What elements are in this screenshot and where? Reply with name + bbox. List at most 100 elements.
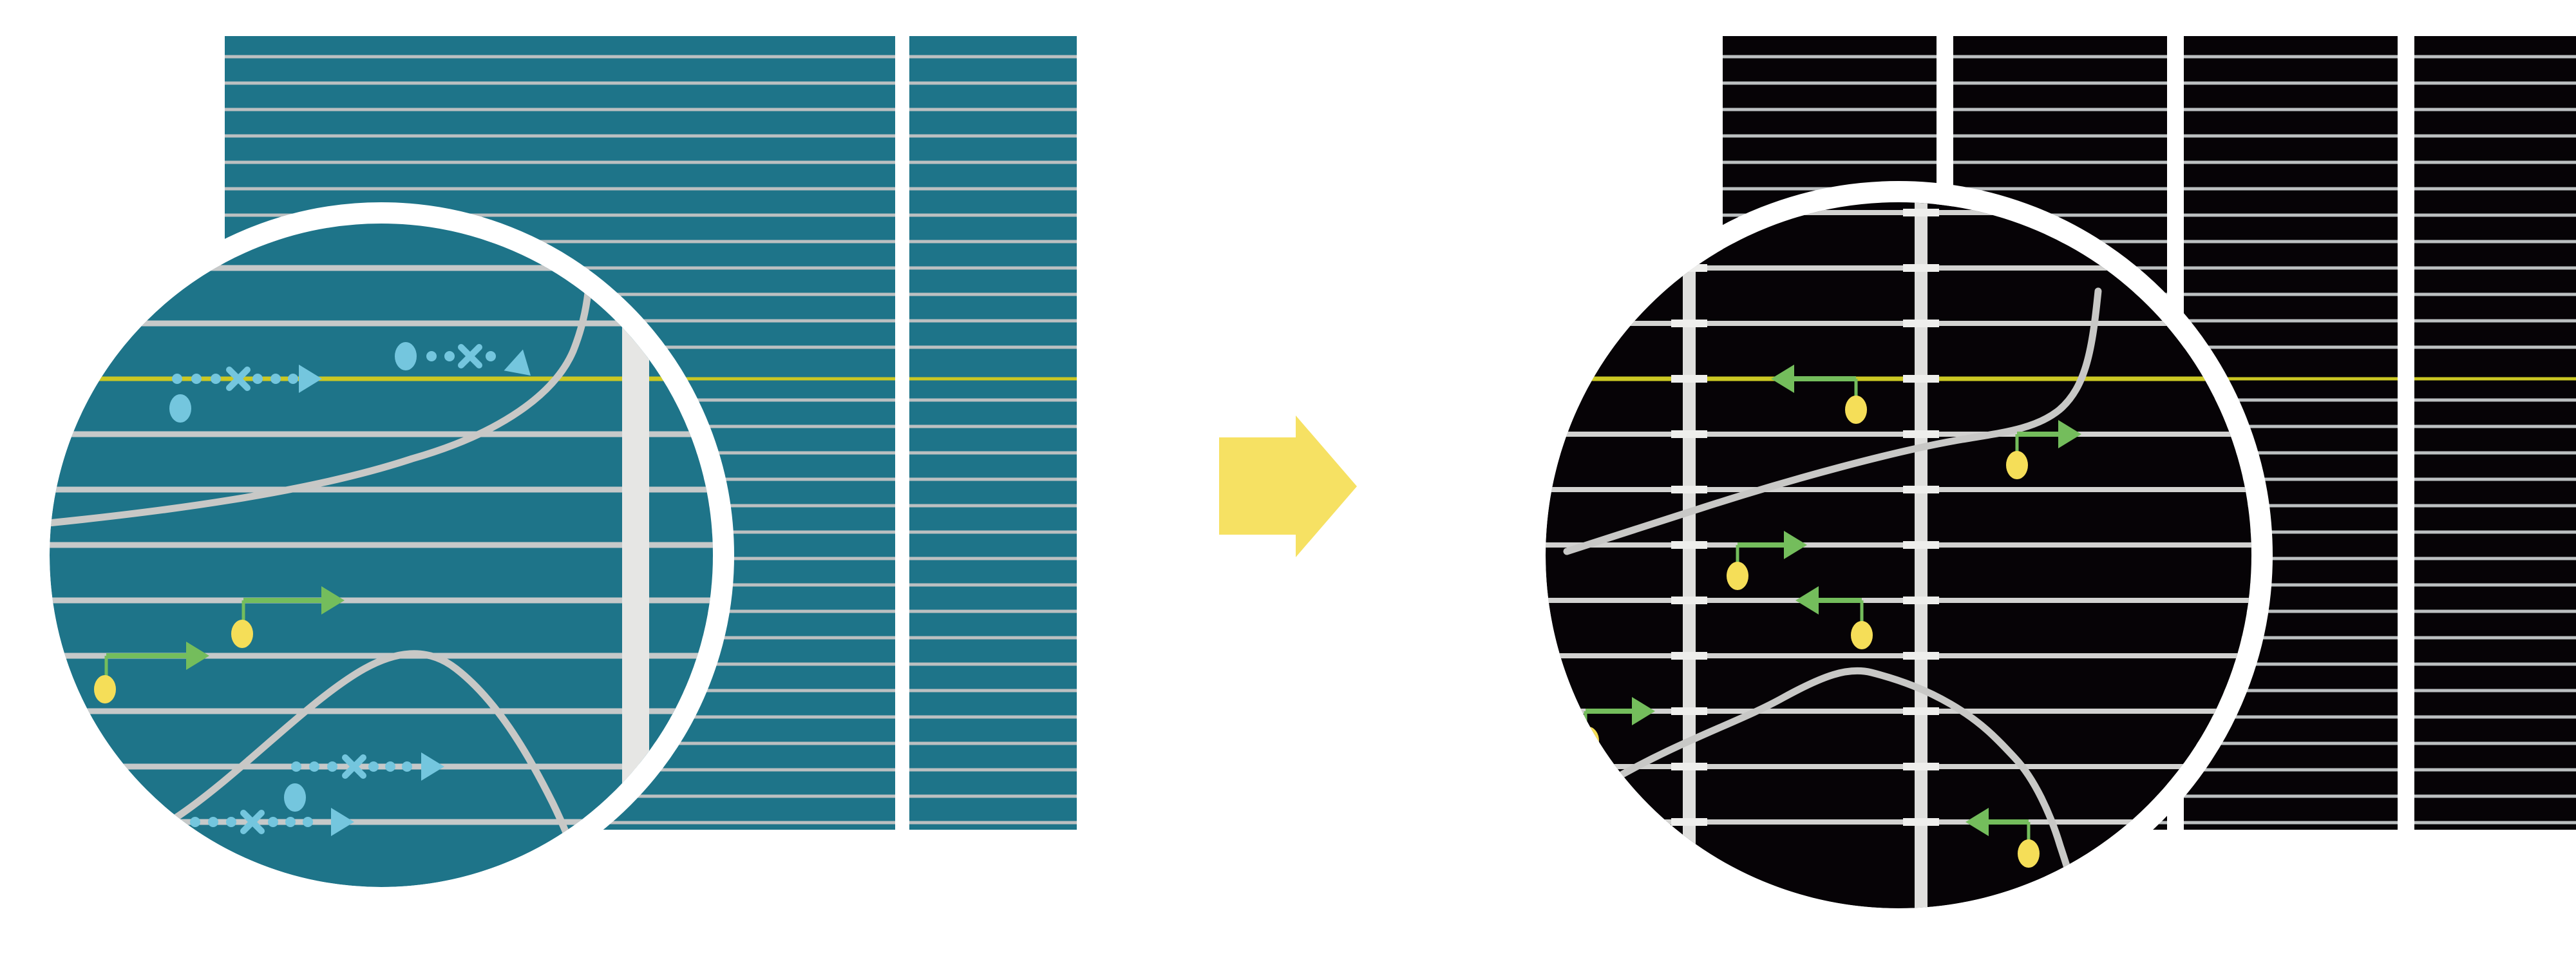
finger-line xyxy=(909,240,1077,244)
finger-line xyxy=(909,609,1077,613)
blocked-x-icon xyxy=(342,754,366,779)
finger-line xyxy=(1723,55,1937,59)
finger-line xyxy=(2184,689,2398,692)
finger-line xyxy=(2184,530,2398,534)
defect-source-dot xyxy=(169,394,191,423)
defect-source-dot xyxy=(395,342,417,370)
grain-boundary-curve xyxy=(1605,667,2077,890)
finger-line xyxy=(2184,821,2398,825)
finger-line xyxy=(2184,292,2398,296)
busbar-solder-pad xyxy=(1671,320,1707,327)
magnified-cell-body xyxy=(1546,202,2251,908)
finger-line xyxy=(909,55,1077,59)
finger-line xyxy=(909,557,1077,560)
finger-line xyxy=(2184,794,2398,798)
magnified-finger-line xyxy=(50,542,713,548)
busbar-solder-pad xyxy=(1903,818,1939,826)
dotted-path-dot xyxy=(172,374,182,384)
busbar-solder-pad xyxy=(1903,597,1939,604)
blocked-x-icon xyxy=(226,367,251,391)
carrier-arrowhead-icon xyxy=(1965,808,1989,836)
finger-line xyxy=(909,504,1077,508)
finger-line xyxy=(2414,636,2576,640)
finger-line xyxy=(2414,715,2576,719)
finger-line xyxy=(909,636,1077,640)
magnified-finger-line xyxy=(1546,265,2251,271)
finger-line xyxy=(1953,160,2167,164)
finger-line xyxy=(2414,55,2576,59)
carrier-dot xyxy=(2006,451,2028,479)
finger-line xyxy=(2414,398,2576,402)
carrier-dot xyxy=(1851,621,1873,649)
finger-line xyxy=(2414,160,2576,164)
magnified-finger-line xyxy=(1546,653,2251,658)
defect-source-dot xyxy=(284,783,306,812)
magnified-cell-view xyxy=(1546,202,2251,908)
finger-line xyxy=(909,530,1077,534)
busbar-solder-pad xyxy=(1903,652,1939,660)
busbar-solder-pad xyxy=(1903,763,1939,770)
finger-line xyxy=(909,451,1077,455)
busbar-solder-pad xyxy=(1671,652,1707,660)
dotted-path-dot xyxy=(252,374,263,384)
dotted-path-dot xyxy=(309,761,319,772)
blocked-defect-path xyxy=(284,752,444,812)
magnifier-ring xyxy=(1524,181,2273,930)
finger-line xyxy=(2414,477,2576,481)
finger-line xyxy=(909,689,1077,692)
finger-line xyxy=(2414,741,2576,745)
finger-line xyxy=(2184,319,2398,323)
carrier-path-arrow xyxy=(1965,808,2040,868)
dotted-path-dot xyxy=(190,817,200,827)
dotted-path-dot xyxy=(268,817,278,827)
left-magnifier-inset xyxy=(28,202,734,908)
finger-line xyxy=(1953,187,2167,191)
finger-line xyxy=(2184,609,2398,613)
carrier-path-arrow xyxy=(1795,586,1873,649)
busbar-solder-pad xyxy=(1903,486,1939,493)
magnified-finger-line xyxy=(50,653,713,659)
magnified-finger-line xyxy=(1546,210,2251,215)
finger-line xyxy=(909,187,1077,191)
finger-line xyxy=(909,81,1077,85)
finger-line xyxy=(2184,81,2398,85)
finger-line xyxy=(2414,134,2576,138)
magnified-cell-view xyxy=(50,224,713,887)
finger-line xyxy=(2414,557,2576,560)
block-arrow-right-icon xyxy=(1219,415,1357,557)
finger-line xyxy=(2184,108,2398,111)
magnified-finger-line xyxy=(50,486,713,493)
finger-line xyxy=(2184,741,2398,745)
busbar-solder-pad xyxy=(1671,430,1707,438)
grain-boundary-curve xyxy=(171,650,584,875)
carrier-path-arrow xyxy=(94,642,209,703)
dotted-path-dot xyxy=(303,817,313,827)
cell-body xyxy=(2414,36,2576,830)
carrier-arrowhead-icon xyxy=(1795,586,1819,615)
finger-line xyxy=(1953,81,2167,85)
finger-line xyxy=(2414,187,2576,191)
finger-line xyxy=(909,662,1077,666)
magnified-finger-line xyxy=(50,763,713,770)
carrier-arrowhead-icon xyxy=(1632,697,1655,725)
busbar-solder-pad xyxy=(1903,707,1939,715)
finger-line xyxy=(909,134,1077,138)
grain-boundary-curve xyxy=(50,269,594,529)
finger-line xyxy=(2414,319,2576,323)
finger-line xyxy=(225,134,895,138)
finger-line xyxy=(1953,213,2167,217)
finger-line xyxy=(2184,160,2398,164)
finger-line xyxy=(2414,266,2576,270)
magnified-finger-line xyxy=(1546,432,2251,437)
solar-cell xyxy=(909,36,1077,830)
finger-line xyxy=(2184,213,2398,217)
busbar-solder-pad xyxy=(1903,375,1939,383)
finger-line xyxy=(2184,425,2398,428)
finger-line xyxy=(2184,451,2398,455)
finger-line xyxy=(2184,583,2398,587)
magnified-finger-line xyxy=(1546,487,2251,492)
finger-line xyxy=(225,81,895,85)
magnified-finger-line xyxy=(1546,542,2251,548)
finger-line xyxy=(2414,794,2576,798)
carrier-dot xyxy=(231,620,253,648)
